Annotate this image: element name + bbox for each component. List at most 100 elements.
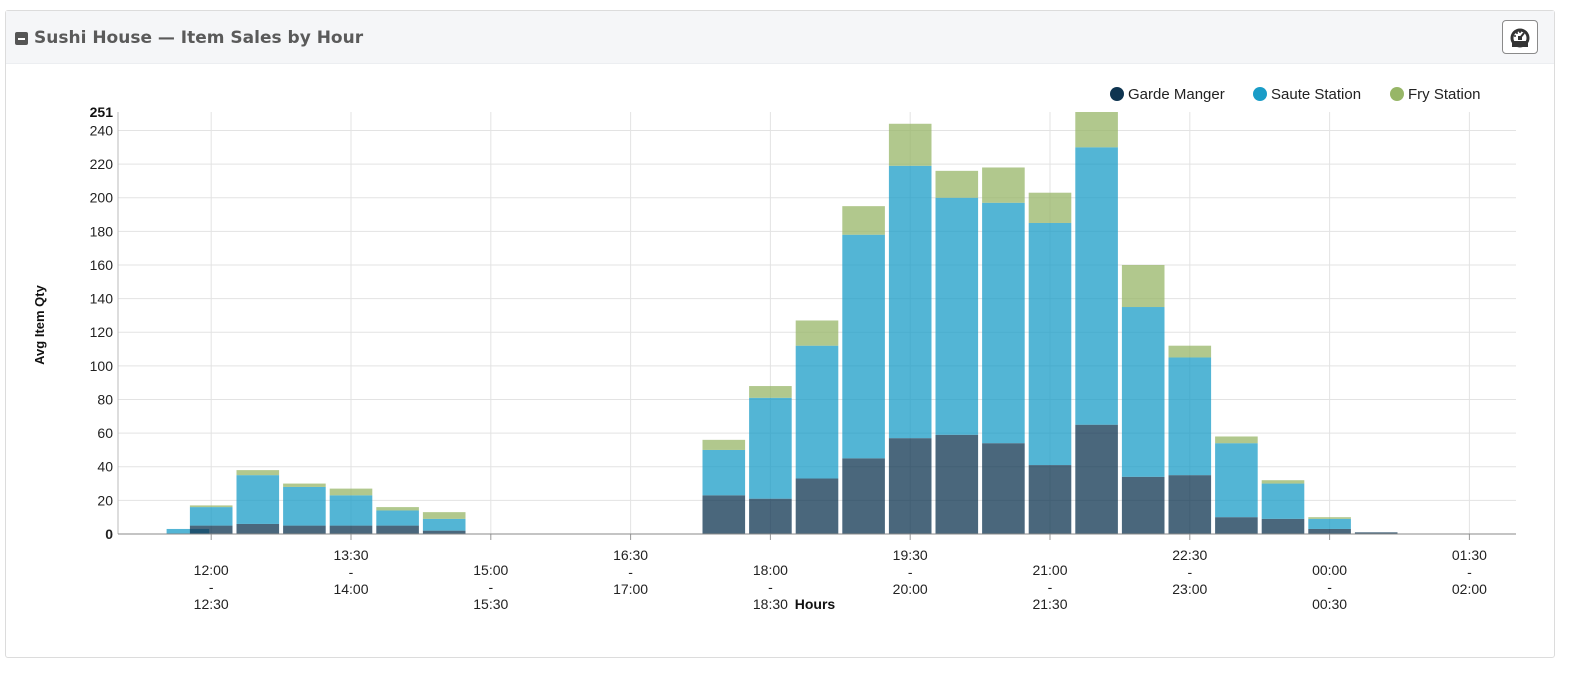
bar-segment-garde-manger	[1215, 517, 1258, 534]
x-tick-label: 14:00	[333, 581, 368, 597]
x-tick-label: -	[908, 564, 913, 580]
bar-segment-garde-manger	[1354, 532, 1398, 534]
bar-segment-garde-manger	[1168, 475, 1212, 534]
bar-segment-saute-station	[842, 234, 885, 459]
bar-segment-saute-station	[329, 495, 373, 526]
bar-segment-garde-manger	[189, 525, 233, 534]
bar-segment-garde-manger	[795, 478, 839, 534]
x-tick-label: 02:00	[1452, 581, 1487, 597]
dashboard-button[interactable]	[1502, 20, 1538, 54]
bar-segment-garde-manger	[422, 530, 466, 534]
bar-segment-garde-manger	[236, 523, 280, 534]
x-tick-label: 00:00	[1312, 562, 1347, 578]
bar-segment-garde-manger	[1028, 465, 1072, 534]
x-tick-label: -	[349, 564, 354, 580]
bar-segment-garde-manger	[1261, 518, 1305, 534]
chart-bars	[166, 112, 1398, 534]
speedometer-icon	[1510, 28, 1530, 48]
bar-segment-saute-station	[888, 165, 932, 439]
bar-segment-garde-manger	[888, 438, 932, 534]
x-tick-label: 15:00	[473, 562, 508, 578]
bar-segment-garde-manger	[283, 525, 326, 534]
x-tick-label: 15:30	[473, 596, 508, 612]
legend-marker	[1390, 87, 1404, 101]
bar-segment-garde-manger	[376, 525, 419, 534]
x-tick-label: 12:00	[194, 562, 229, 578]
x-tick-label: 20:00	[893, 581, 928, 597]
bar-segment-garde-manger	[329, 525, 373, 534]
x-tick-label: 21:30	[1032, 596, 1067, 612]
bar-segment-garde-manger	[842, 458, 885, 534]
legend-label: Garde Manger	[1128, 86, 1225, 103]
x-tick-label: -	[1467, 564, 1472, 580]
y-tick-label: 200	[90, 190, 114, 206]
x-tick-label: 13:30	[333, 547, 368, 563]
x-tick-label: 19:30	[893, 547, 928, 563]
x-tick-label: 22:30	[1172, 547, 1207, 563]
x-tick-label: -	[1187, 564, 1192, 580]
y-axis-title: Avg Item Qty	[32, 284, 47, 364]
legend-label: Fry Station	[1408, 86, 1481, 103]
panel-title: Sushi House — Item Sales by Hour	[34, 28, 364, 48]
bar-segment-fry-station	[749, 386, 792, 398]
y-max-label: 251	[90, 104, 114, 120]
bar-segment-saute-station	[283, 486, 326, 526]
bar-segment-saute-station	[795, 345, 839, 479]
bar-segment-garde-manger	[702, 495, 746, 534]
bar-segment-fry-station	[935, 170, 979, 198]
x-tick-label: -	[209, 579, 214, 595]
bar-segment-saute-station	[1121, 307, 1165, 477]
bar-segment-saute-station	[1168, 357, 1212, 476]
chart-panel: Sushi House — Item Sales by Hour	[5, 10, 1555, 658]
y-tick-label: 240	[90, 122, 114, 138]
bar-segment-saute-station	[422, 518, 466, 531]
bar-segment-saute-station	[1215, 443, 1258, 518]
bar-segment-saute-station	[166, 528, 210, 534]
legend-marker	[1253, 87, 1267, 101]
y-tick-label: 0	[105, 526, 113, 542]
bar-segment-fry-station	[1121, 264, 1165, 308]
bar-segment-saute-station	[189, 507, 233, 526]
x-tick-label: -	[1048, 579, 1053, 595]
x-tick-label: 23:00	[1172, 581, 1207, 597]
chart-legend: Garde Manger Saute Station Fry Station	[1110, 86, 1481, 103]
bar-segment-saute-station	[935, 197, 979, 435]
bar-segment-saute-station	[1028, 222, 1072, 466]
bar-segment-fry-station	[422, 512, 466, 519]
x-tick-label: 01:30	[1452, 547, 1487, 563]
x-tick-label: -	[1327, 579, 1332, 595]
bar-segment-fry-station	[1261, 480, 1305, 484]
x-tick-label: 17:00	[613, 581, 648, 597]
bar-segment-saute-station	[1308, 518, 1351, 529]
y-tick-label: 80	[97, 391, 113, 407]
x-tick-label: -	[628, 564, 633, 580]
bar-segment-saute-station	[376, 510, 419, 526]
bar-segment-saute-station	[702, 449, 746, 496]
x-tick-label: 00:30	[1312, 596, 1347, 612]
bar-segment-garde-manger	[982, 443, 1025, 534]
bar-segment-fry-station	[702, 439, 746, 450]
minus-square-icon[interactable]	[15, 32, 28, 45]
y-tick-label: 20	[97, 492, 113, 508]
bar-segment-saute-station	[236, 475, 280, 524]
bar-segment-fry-station	[1028, 192, 1072, 223]
bar-segment-garde-manger	[1121, 476, 1165, 534]
bar-segment-saute-station	[749, 397, 792, 499]
x-tick-label: 18:30	[753, 596, 788, 612]
y-tick-label: 40	[97, 459, 113, 475]
x-tick-label: 16:30	[613, 547, 648, 563]
x-tick-label: 21:00	[1032, 562, 1067, 578]
bar-segment-garde-manger	[1075, 424, 1118, 534]
y-tick-label: 220	[90, 156, 114, 172]
bar-segment-fry-station	[982, 167, 1025, 203]
bar-segment-garde-manger	[935, 434, 979, 534]
bar-segment-fry-station	[236, 470, 280, 476]
x-tick-label: 18:00	[753, 562, 788, 578]
legend-marker	[1110, 87, 1124, 101]
x-axis-title: Hours	[795, 596, 836, 612]
y-tick-label: 140	[90, 291, 114, 307]
bar-segment-saute-station	[1075, 147, 1118, 425]
panel-header: Sushi House — Item Sales by Hour	[6, 11, 1554, 64]
bar-segment-fry-station	[376, 507, 419, 511]
